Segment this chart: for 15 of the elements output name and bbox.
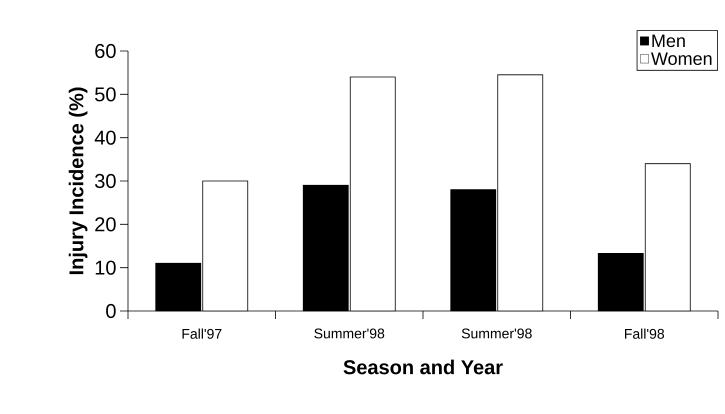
y-tick-label: 50 xyxy=(95,87,116,102)
legend-label: Women xyxy=(651,52,712,66)
y-tick-label: 60 xyxy=(95,44,116,58)
y-tick-label: 30 xyxy=(95,174,116,188)
x-axis-title: Season and Year xyxy=(344,360,503,374)
x-tick-label: Fall'98 xyxy=(625,328,664,339)
y-tick-label: 40 xyxy=(94,130,116,145)
y-tick-label: 20 xyxy=(95,217,116,232)
x-tick-label: Summer'98 xyxy=(462,328,532,338)
legend-label: Men xyxy=(652,34,685,48)
x-tick-label: Fall'97 xyxy=(182,328,222,339)
y-tick-label: 0 xyxy=(106,304,116,318)
x-tick-label: Summer'98 xyxy=(314,328,384,338)
y-tick-label: 10 xyxy=(96,260,116,275)
y-axis-title: Injury Incidence (%) xyxy=(68,88,88,274)
